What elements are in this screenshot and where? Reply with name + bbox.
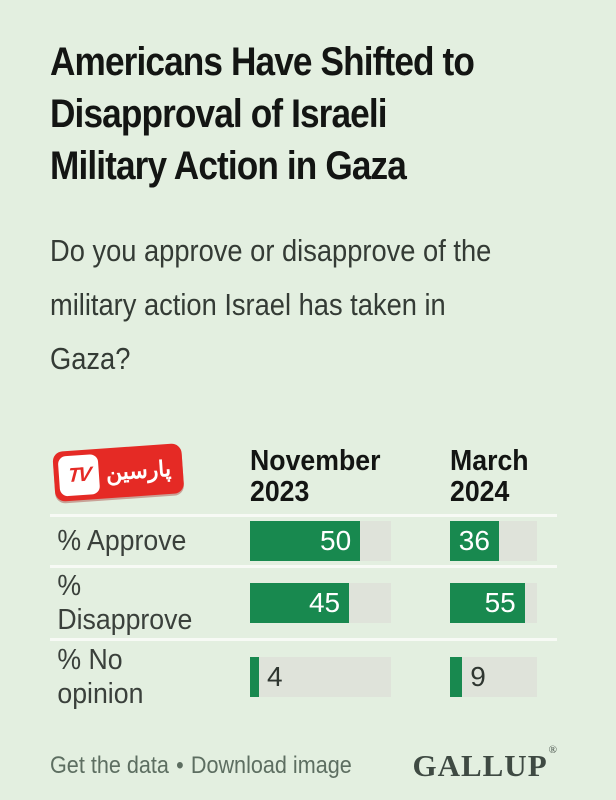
column-header-november-2023: November 2023: [250, 445, 381, 508]
bar-fill: 36: [450, 521, 499, 561]
footer-links: Get the data • Download image: [50, 752, 352, 780]
poll-results-table: TV پارسین November 2023 March 2024 %: [50, 440, 557, 713]
row-label-approve: % Approve: [57, 525, 187, 557]
row-divider: [50, 514, 557, 517]
bar-approve-march: 36: [450, 521, 537, 561]
table-row-no-opinion: % No opinion 4 9: [50, 641, 557, 713]
bar-disapprove-november: 45: [250, 583, 391, 623]
survey-question: Do you approve or disapprove of the mili…: [50, 224, 557, 386]
column-header-march-2024: March 2024: [450, 445, 529, 508]
title-line-2: Disapproval of Israeli: [50, 92, 388, 136]
bar-value: 36: [458, 525, 490, 556]
table-row-approve: % Approve 50 36: [50, 517, 557, 565]
bar-fill: 45: [250, 583, 350, 623]
bar-value: 50: [320, 525, 352, 556]
bar-fill: 55: [450, 583, 525, 623]
row-label-no-opinion: % No opinion: [57, 644, 144, 710]
question-line-2: military action Israel has taken in: [50, 287, 446, 322]
bar-fill: [250, 657, 259, 697]
parsine-tv-logo: TV پارسین: [50, 443, 250, 502]
title-line-1: Americans Have Shifted to: [50, 40, 475, 84]
bar-value: 55: [484, 587, 516, 618]
table-row-disapprove: % Disapprove 45 55: [50, 568, 557, 638]
tv-icon: TV: [57, 453, 101, 497]
bar-approve-november: 50: [250, 521, 391, 561]
bar-value: 4: [267, 661, 283, 692]
bar-fill: [450, 657, 463, 697]
get-the-data-link[interactable]: Get the data: [50, 752, 169, 779]
footer: Get the data • Download image GALLUP®: [50, 743, 558, 784]
question-line-3: Gaza?: [50, 341, 131, 376]
gallup-logo: GALLUP®: [412, 743, 558, 783]
bar-no-opinion-november: 4: [250, 657, 391, 697]
bar-value: 45: [308, 587, 341, 618]
bar-disapprove-march: 55: [450, 583, 537, 623]
registered-mark: ®: [548, 743, 558, 756]
page-title: Americans Have Shifted to Disapproval of…: [50, 36, 557, 192]
bullet-separator: •: [176, 752, 184, 779]
bar-fill: 50: [250, 521, 361, 561]
bar-value: 9: [470, 661, 486, 692]
question-line-1: Do you approve or disapprove of the: [50, 233, 492, 268]
row-divider: [50, 565, 557, 568]
bar-no-opinion-march: 9: [450, 657, 537, 697]
download-image-link[interactable]: Download image: [190, 752, 352, 779]
row-divider: [50, 638, 557, 641]
title-line-3: Military Action in Gaza: [50, 144, 407, 188]
parsine-wordmark: پارسین: [104, 455, 172, 486]
row-label-disapprove: % Disapprove: [57, 570, 193, 636]
table-header-row: TV پارسین November 2023 March 2024: [50, 440, 557, 514]
